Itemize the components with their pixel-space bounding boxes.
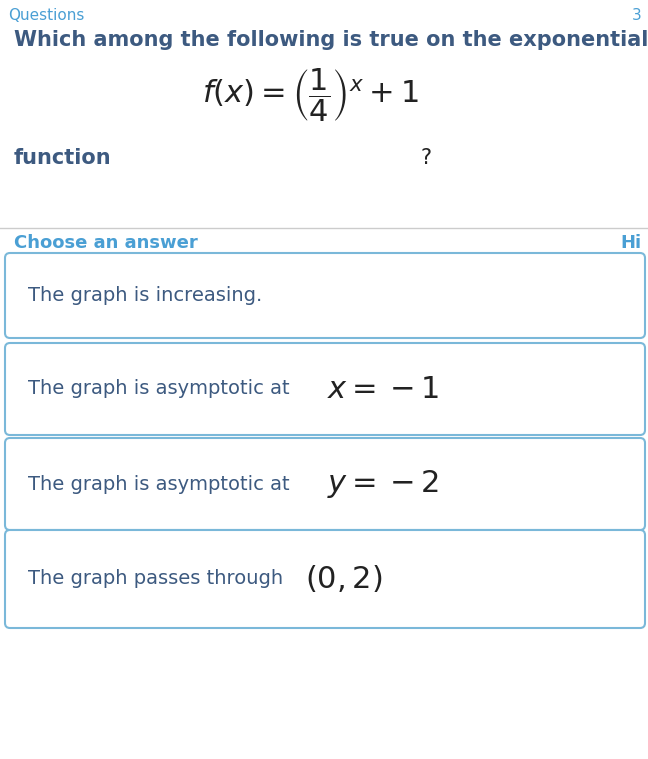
Text: Choose an answer: Choose an answer (14, 234, 198, 252)
Text: $f(x) = \left(\dfrac{1}{4}\right)^{x} + 1$: $f(x) = \left(\dfrac{1}{4}\right)^{x} + … (202, 66, 419, 124)
Text: $(0, 2)$: $(0, 2)$ (305, 563, 383, 594)
Text: Questions: Questions (8, 8, 84, 23)
Text: $x = -1$: $x = -1$ (327, 373, 439, 405)
Text: The graph is asymptotic at: The graph is asymptotic at (28, 380, 296, 398)
Text: The graph is asymptotic at: The graph is asymptotic at (28, 474, 296, 493)
Text: $y = -2$: $y = -2$ (327, 468, 439, 500)
Text: ?: ? (420, 148, 431, 168)
Text: Hi: Hi (621, 234, 642, 252)
FancyBboxPatch shape (5, 438, 645, 530)
Text: Which among the following is true on the exponential: Which among the following is true on the… (14, 30, 648, 50)
FancyBboxPatch shape (5, 530, 645, 628)
Text: The graph passes through: The graph passes through (28, 569, 290, 588)
FancyBboxPatch shape (5, 253, 645, 338)
FancyBboxPatch shape (5, 343, 645, 435)
Text: The graph is increasing.: The graph is increasing. (28, 286, 262, 305)
Text: function: function (14, 148, 111, 168)
Text: 3: 3 (632, 8, 642, 23)
